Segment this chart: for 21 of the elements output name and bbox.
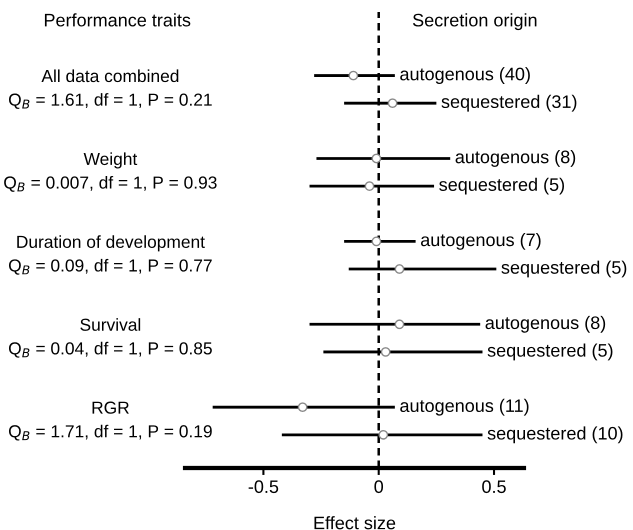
x-tick-label: -0.5 <box>248 480 278 494</box>
text: RGR Q$_{B}$ = 1.71, df = 1, P = 0.19 <box>8 402 212 441</box>
text: Survival Q$_{B}$ = 0.04, df = 1, P = 0.85 <box>8 318 212 358</box>
annotation: Secretion origin <box>412 13 536 30</box>
x-tick-label: 0 <box>374 480 384 494</box>
y-tick-label: autogenous (11) <box>400 398 529 416</box>
y-tick-label: autogenous (8) <box>486 316 606 333</box>
y-tick-label: autogenous (8) <box>456 150 576 167</box>
text: Weight Q$_{B}$ = 0.007, df = 1, P = 0.93 <box>4 152 217 192</box>
y-tick-label: sequestered (5) <box>501 260 626 278</box>
annotation: Duration of development Q$_{B}$ = 0.09, df = 1, P = 0.77 <box>8 235 212 275</box>
y-tick-label: autogenous (7) <box>420 232 541 250</box>
y-tick-label: sequestered (5) <box>439 178 564 195</box>
y-tick-label: sequestered (10) <box>488 426 622 444</box>
y-tick-label: autogenous (40) <box>400 67 530 84</box>
annotation: Performance traits <box>44 13 190 27</box>
text: All data combined Q$_{B}$ = 1.61, df = 1, P = 0.21 <box>8 69 212 109</box>
y-tick-label: sequestered (31) <box>441 94 576 112</box>
x-axis-title: Effect size <box>314 516 396 530</box>
x-tick-label: 0.5 <box>482 480 506 494</box>
y-tick-label: sequestered (5) <box>488 344 612 360</box>
